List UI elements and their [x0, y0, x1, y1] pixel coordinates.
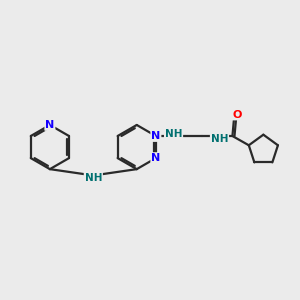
Text: NH: NH: [211, 134, 228, 144]
Text: O: O: [232, 110, 242, 119]
Text: NH: NH: [85, 173, 102, 183]
Text: N: N: [45, 120, 55, 130]
Text: N: N: [151, 131, 160, 141]
Text: N: N: [151, 153, 160, 163]
Text: NH: NH: [165, 129, 182, 139]
